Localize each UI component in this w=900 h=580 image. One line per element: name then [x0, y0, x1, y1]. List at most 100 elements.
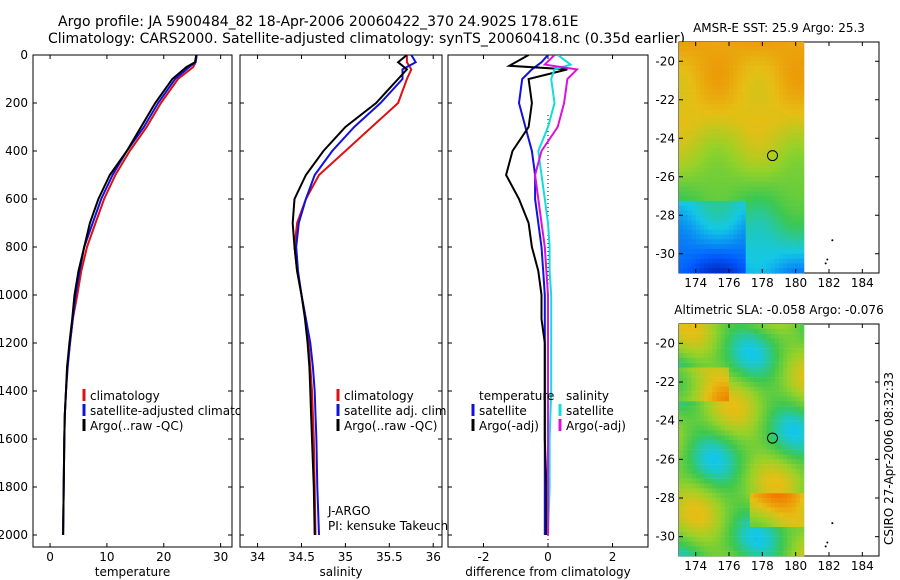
map-cell [745, 536, 751, 542]
map-cell [770, 362, 776, 368]
map-cell [695, 391, 701, 397]
map-cell [704, 406, 709, 412]
map-cell [712, 66, 717, 72]
map-cell [737, 357, 742, 363]
map-cell [683, 239, 688, 245]
map-cell [724, 244, 730, 250]
map-cell [737, 220, 742, 226]
map-cell [708, 469, 713, 475]
map-cell [745, 147, 751, 153]
map-cell [737, 90, 742, 96]
map-cell [741, 229, 746, 235]
map-cell [749, 338, 755, 344]
map-cell [679, 420, 684, 426]
map-cell [779, 425, 784, 431]
map-cell [704, 258, 709, 264]
map-cell [704, 343, 709, 349]
map-cell [683, 406, 688, 412]
map-cell [741, 454, 746, 460]
map-cell [683, 483, 688, 489]
map-cell [691, 362, 696, 368]
map-cell [733, 162, 738, 168]
map-cell [745, 328, 751, 334]
map-cell [787, 239, 792, 245]
map-cell [679, 444, 684, 450]
map-cell [779, 56, 784, 62]
map-cell [791, 401, 796, 407]
map-cell [699, 367, 705, 373]
map-cell [762, 171, 767, 177]
map-cell [708, 382, 713, 388]
map-cell [729, 473, 734, 479]
map-cell [712, 343, 717, 349]
map-cell [737, 464, 742, 470]
map-cell [724, 157, 730, 163]
map-cell [699, 224, 705, 230]
map-cell [687, 469, 692, 475]
map-cell [724, 234, 730, 240]
map-cell [737, 75, 742, 81]
map-cell [695, 200, 701, 206]
map-cell [683, 114, 688, 120]
map-cell [774, 109, 780, 115]
map-cell [779, 244, 784, 250]
map-cell [795, 220, 801, 226]
map-cell [799, 493, 805, 499]
map-cell [699, 406, 705, 412]
map-cell [774, 94, 780, 100]
map-cell [754, 119, 759, 125]
map-cell [724, 464, 730, 470]
map-cell [724, 498, 730, 504]
map-cell [799, 56, 805, 62]
map-cell [683, 430, 688, 436]
map-cell [762, 333, 767, 339]
map-cell [695, 171, 701, 177]
map-cell [791, 464, 796, 470]
map-cell [799, 220, 805, 226]
map-cell [783, 42, 788, 48]
map-cell [708, 454, 713, 460]
map-cell [795, 464, 801, 470]
map-cell [737, 104, 742, 110]
map-cell [754, 239, 759, 245]
map-cell [699, 459, 705, 465]
map-cell [783, 357, 788, 363]
map-cell [745, 372, 751, 378]
map-cell [691, 440, 696, 446]
map-cell [787, 70, 792, 76]
map-cell [737, 531, 742, 537]
map-cell [708, 75, 713, 81]
map-cell [679, 147, 684, 153]
map-cell [691, 85, 696, 91]
map-cell [724, 133, 730, 139]
map-cell [754, 258, 759, 264]
map-cell [720, 244, 726, 250]
map-cell [691, 507, 696, 513]
map-cell [754, 362, 759, 368]
map-cell [687, 244, 692, 250]
map-cell [724, 512, 730, 518]
map-cell [691, 133, 696, 139]
map-cell [691, 210, 696, 216]
map-cell [799, 430, 805, 436]
map-cell [720, 435, 726, 441]
map-cell [708, 333, 713, 339]
map-cell [795, 386, 801, 392]
map-cell [704, 362, 709, 368]
map-cell [799, 362, 805, 368]
map-cell [712, 239, 717, 245]
map-cell [770, 75, 776, 81]
map-cell [679, 114, 684, 120]
map-cell [712, 478, 717, 484]
map-cell [683, 527, 688, 533]
map-cell [741, 90, 746, 96]
map-cell [733, 94, 738, 100]
map-cell [791, 507, 796, 513]
map-cell [733, 430, 738, 436]
map-cell [770, 224, 776, 230]
map-cell [683, 449, 688, 455]
map-cell [712, 186, 717, 192]
map-cell [679, 348, 684, 354]
